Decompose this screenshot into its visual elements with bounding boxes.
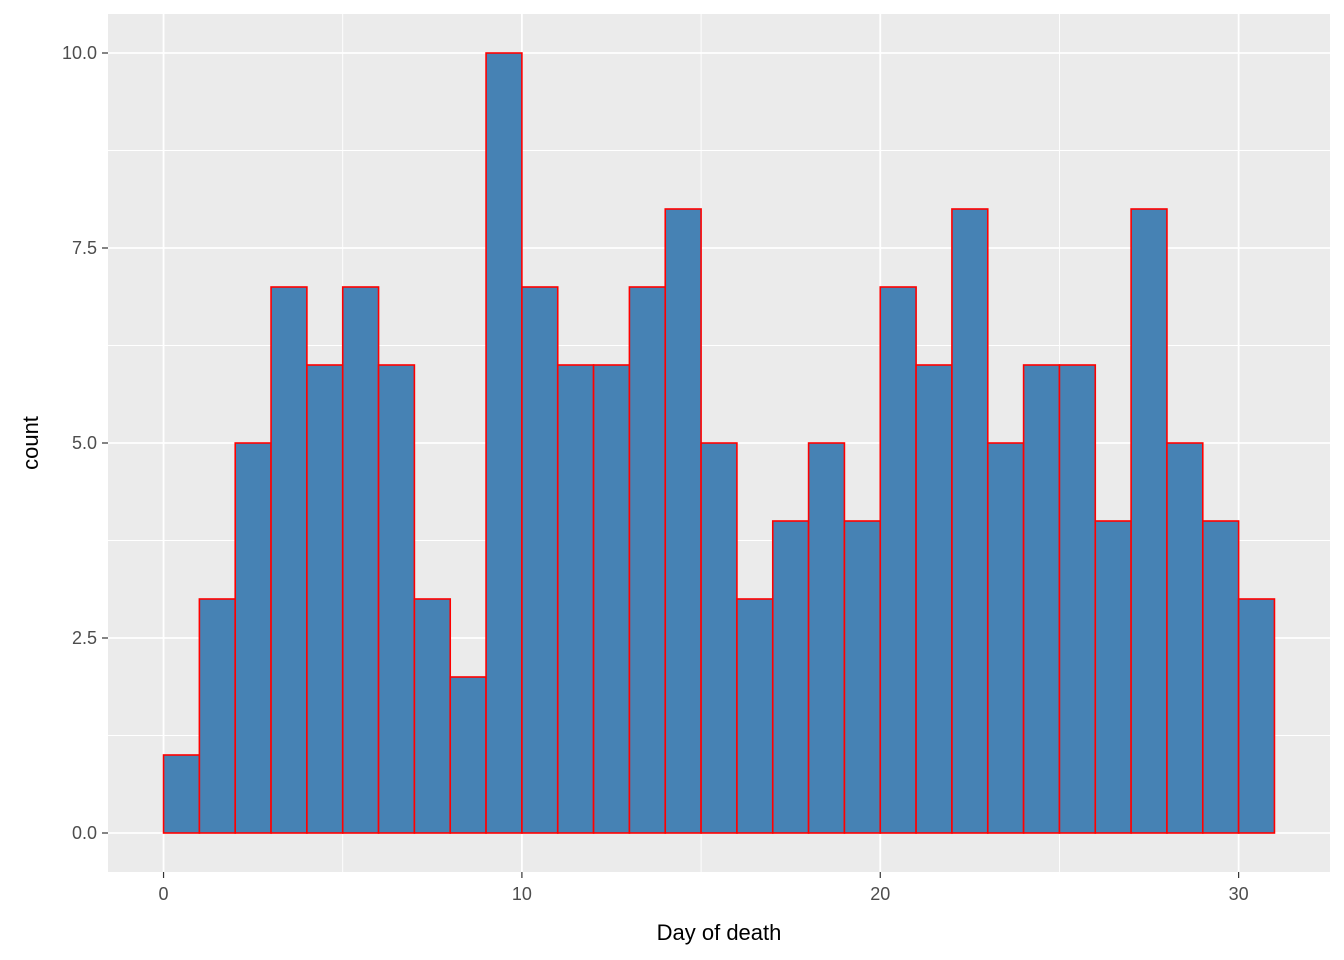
histogram-bar: [521, 286, 559, 834]
y-tick-label: 2.5: [72, 628, 97, 648]
x-tick-label: 30: [1229, 884, 1249, 904]
histogram-bar: [1058, 364, 1097, 834]
histogram-bar: [628, 286, 667, 834]
histogram-bar: [700, 442, 738, 834]
histogram-bar: [915, 364, 953, 834]
histogram-bar: [736, 598, 774, 834]
y-tick-label: 5.0: [72, 433, 97, 453]
y-tick-label: 10.0: [62, 43, 97, 63]
histogram-bar: [162, 754, 201, 834]
x-axis-title: Day of death: [657, 920, 782, 945]
histogram-bar: [1094, 520, 1132, 834]
histogram-bar: [485, 52, 523, 834]
histogram-bar: [234, 442, 272, 834]
histogram-bar: [556, 364, 595, 834]
histogram-bar: [306, 364, 344, 834]
x-tick-label: 0: [159, 884, 169, 904]
histogram-bar: [1130, 208, 1168, 834]
histogram-bar: [807, 442, 846, 834]
x-axis: 0 10 20 30: [159, 872, 1249, 904]
histogram-bar: [413, 598, 452, 834]
x-tick-label: 20: [870, 884, 890, 904]
x-tick-label: 10: [512, 884, 532, 904]
histogram-bar: [843, 520, 882, 834]
y-tick-label: 0.0: [72, 823, 97, 843]
histogram-bar: [1022, 364, 1061, 834]
histogram-bar: [664, 208, 702, 834]
histogram-bar: [951, 208, 989, 834]
histogram-bar: [1237, 598, 1276, 834]
histogram-bar: [986, 442, 1025, 834]
y-axis: 0.0 2.5 5.0 7.5 10.0: [62, 43, 108, 843]
histogram-bar: [377, 364, 416, 834]
histogram-bar: [771, 520, 810, 834]
histogram-bar: [592, 364, 631, 834]
histogram-bar: [879, 286, 917, 834]
bars: [162, 52, 1276, 834]
y-axis-title: count: [18, 416, 43, 470]
histogram-bar: [1166, 442, 1204, 834]
histogram-bar: [341, 286, 380, 834]
y-tick-label: 7.5: [72, 238, 97, 258]
histogram-bar: [449, 676, 487, 834]
histogram-bar: [270, 286, 308, 834]
histogram-bar: [1201, 520, 1240, 834]
histogram-bar: [198, 598, 237, 834]
